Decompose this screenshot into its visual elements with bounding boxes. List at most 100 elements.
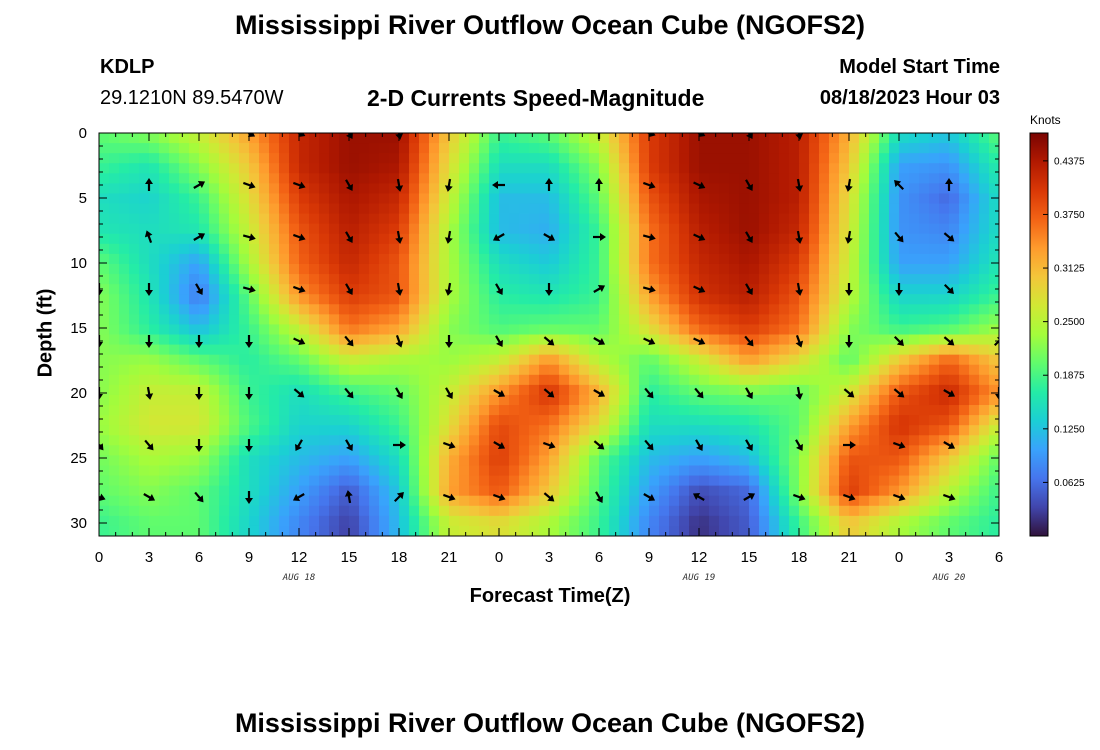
heat-cell xyxy=(939,445,950,456)
heat-cell xyxy=(979,405,990,416)
heat-cell xyxy=(99,344,110,356)
heat-cell xyxy=(869,153,880,164)
heat-cell xyxy=(319,253,330,265)
heat-cell xyxy=(529,515,540,527)
heat-cell xyxy=(859,173,870,184)
heat-cell xyxy=(309,465,320,477)
heat-cell xyxy=(189,475,200,487)
heat-cell xyxy=(659,294,670,305)
heat-cell xyxy=(309,445,320,456)
heat-cell xyxy=(879,324,890,336)
heat-cell xyxy=(469,213,480,225)
heat-cell xyxy=(189,193,200,205)
heat-cell xyxy=(639,173,650,184)
current-arrow xyxy=(642,285,656,294)
heat-cell xyxy=(509,505,520,517)
heat-cell xyxy=(839,133,850,144)
heat-cell xyxy=(109,455,120,467)
heat-cell xyxy=(179,405,190,416)
heat-cell xyxy=(949,435,960,446)
heat-cell xyxy=(379,495,390,507)
heat-cell xyxy=(389,334,400,346)
heat-cell xyxy=(659,344,670,356)
heat-cell xyxy=(829,213,840,225)
heat-cell xyxy=(609,183,620,195)
heat-cell xyxy=(129,495,140,507)
heat-cell xyxy=(429,223,440,235)
heat-cell xyxy=(889,304,900,315)
heat-cell xyxy=(329,153,340,164)
heat-cell xyxy=(339,274,350,285)
heat-cell xyxy=(529,263,540,275)
heat-cell xyxy=(209,415,220,426)
heat-cell xyxy=(99,304,110,315)
heat-cell xyxy=(289,203,300,215)
arrow-head xyxy=(595,178,603,184)
arrow-head xyxy=(547,494,555,502)
heat-cell xyxy=(899,505,910,517)
heat-cell xyxy=(699,415,710,426)
heat-cell xyxy=(319,203,330,215)
heat-cell xyxy=(369,143,380,154)
heat-cell xyxy=(409,515,420,527)
heat-cell xyxy=(619,263,630,275)
heat-cell xyxy=(799,374,810,386)
heat-cell xyxy=(979,243,990,255)
heat-cell xyxy=(589,405,600,416)
heat-cell xyxy=(679,405,690,416)
heat-cell xyxy=(469,455,480,467)
heat-cell xyxy=(429,374,440,386)
heat-cell xyxy=(519,253,530,265)
heat-cell xyxy=(449,133,460,144)
heat-cell xyxy=(849,394,860,406)
heat-cell xyxy=(729,183,740,195)
heat-cell xyxy=(539,223,550,235)
arrow-head xyxy=(197,181,206,188)
heat-cell xyxy=(849,243,860,255)
heat-cell xyxy=(859,475,870,487)
heat-cell xyxy=(369,203,380,215)
heat-cell xyxy=(869,485,880,497)
heat-cell xyxy=(849,334,860,346)
current-arrow xyxy=(395,230,404,244)
heat-cell xyxy=(959,425,970,436)
heat-cell xyxy=(129,505,140,517)
heat-cell xyxy=(339,354,350,366)
heat-cell xyxy=(119,263,130,275)
heat-cell xyxy=(479,364,490,376)
heat-cell xyxy=(639,294,650,305)
heat-cell xyxy=(379,334,390,346)
heat-cell xyxy=(829,475,840,487)
heat-cell xyxy=(599,445,610,456)
y-tick-label: 25 xyxy=(70,450,87,467)
heat-cell xyxy=(209,354,220,366)
heat-cell xyxy=(299,445,310,456)
heat-cell xyxy=(319,294,330,305)
heat-cell xyxy=(809,213,820,225)
heat-cell xyxy=(489,163,500,174)
heat-cell xyxy=(159,405,170,416)
heat-cell xyxy=(359,183,370,195)
heat-cell xyxy=(789,263,800,275)
heat-cell xyxy=(639,274,650,285)
heat-cell xyxy=(819,153,830,164)
heat-cell xyxy=(559,163,570,174)
heat-cell xyxy=(529,354,540,366)
heat-cell xyxy=(279,374,290,386)
heat-cell xyxy=(469,233,480,245)
heat-cell xyxy=(499,223,510,235)
heat-cell xyxy=(439,425,450,436)
heat-cell xyxy=(619,475,630,487)
heat-cell xyxy=(939,455,950,467)
heat-cell xyxy=(979,133,990,144)
heat-cell xyxy=(179,515,190,527)
heat-cell xyxy=(769,294,780,305)
heat-cell xyxy=(869,364,880,376)
heat-cell xyxy=(879,213,890,225)
heat-cell xyxy=(979,324,990,336)
heat-cell xyxy=(219,314,230,326)
heat-cell xyxy=(539,274,550,285)
heat-cell xyxy=(309,334,320,346)
heat-cell xyxy=(159,133,170,144)
heat-cell xyxy=(819,364,830,376)
